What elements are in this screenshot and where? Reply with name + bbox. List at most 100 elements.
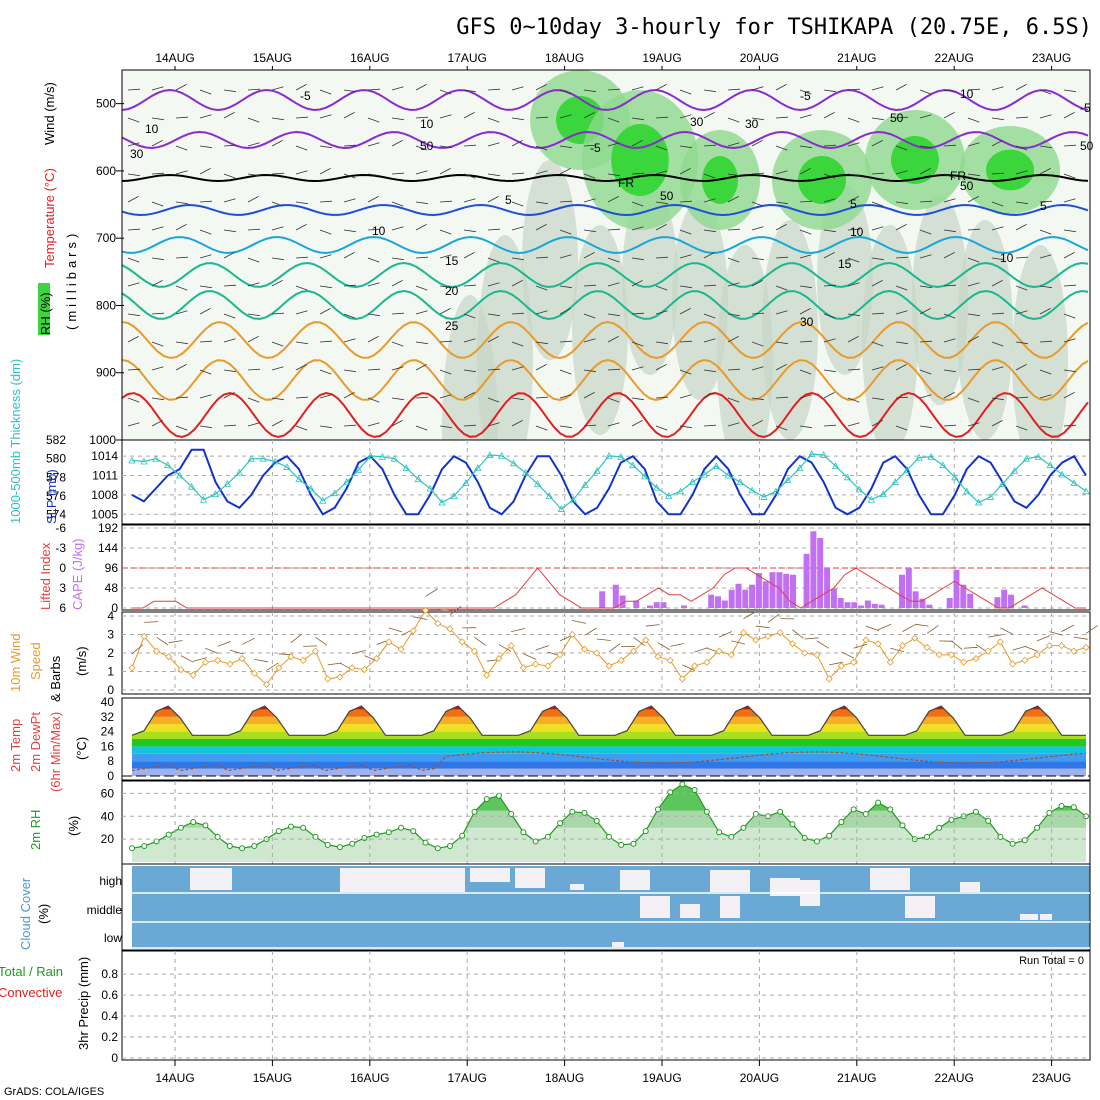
wind-barb xyxy=(463,144,477,147)
wind-barb xyxy=(1039,254,1052,259)
rh2m-point xyxy=(373,831,380,838)
wind-barb xyxy=(823,252,835,259)
wind-barb xyxy=(1039,425,1052,429)
date-label-bottom: 15AUG xyxy=(253,1071,292,1085)
cape-tick-label: 144 xyxy=(98,541,118,555)
wind-barb xyxy=(991,312,1005,315)
wind-barb xyxy=(751,420,763,427)
rh-contour-label: 10 xyxy=(960,87,974,101)
wind-barb xyxy=(847,313,860,317)
wind-barb xyxy=(295,310,308,315)
wind-barb xyxy=(319,114,332,119)
contour-label: -5 xyxy=(590,141,601,155)
wind-barb xyxy=(1063,144,1077,147)
wind-barb xyxy=(655,145,668,151)
rh2m-point xyxy=(606,833,612,840)
wind-barb xyxy=(895,396,909,399)
precip-convective-label: Convective xyxy=(0,985,62,1000)
wind-barb xyxy=(823,424,837,427)
wind-barb xyxy=(415,425,428,431)
wind-barb xyxy=(127,313,140,317)
cape-bar xyxy=(749,584,756,608)
wind10m-point xyxy=(825,675,833,683)
wind-barb xyxy=(175,256,189,259)
wind-barb xyxy=(343,392,355,399)
cape-bar xyxy=(946,598,953,608)
wind10m-barb xyxy=(633,636,645,646)
wind-barb xyxy=(631,117,644,121)
wind-barb xyxy=(583,252,595,259)
wind10m-point xyxy=(568,630,576,639)
wind-barb xyxy=(319,89,332,95)
wind10m-barb xyxy=(682,664,696,672)
cape-bar xyxy=(728,589,735,608)
thickness-point xyxy=(438,498,446,506)
rh2m-point xyxy=(214,833,221,840)
thickness-point xyxy=(366,452,375,459)
wind-barb xyxy=(151,397,164,401)
wind-barb xyxy=(391,86,404,91)
thickness-line xyxy=(131,453,1087,510)
wind-barb xyxy=(727,282,740,287)
wind10m-barb xyxy=(829,661,843,666)
rh2m-point xyxy=(361,835,368,841)
thickness-point xyxy=(295,475,303,483)
wind-barb xyxy=(199,254,212,259)
wind-barb xyxy=(823,112,835,119)
rh2m-point xyxy=(288,823,294,830)
wind10m-point xyxy=(788,640,797,648)
wind10m-barb xyxy=(963,646,978,649)
wind10m-point xyxy=(996,638,1004,646)
wind-barb xyxy=(439,369,452,375)
thickness-point xyxy=(879,490,887,498)
wind-barb xyxy=(991,280,1003,287)
cape-bar xyxy=(864,600,871,608)
cape-bar xyxy=(926,604,933,608)
cape-bar xyxy=(899,574,905,608)
rh2m-ylabel: 2m RH xyxy=(28,810,43,850)
wind10m-point xyxy=(1033,651,1041,659)
wind-barb xyxy=(127,368,141,371)
wind10m-point xyxy=(507,642,515,650)
wind-barb xyxy=(463,198,476,203)
wind-barb xyxy=(319,394,332,399)
rh2m-point xyxy=(1070,804,1077,811)
wind-barb xyxy=(1015,84,1027,91)
wind-barb xyxy=(631,257,644,261)
wind-barb xyxy=(919,254,932,259)
rh-moist-column xyxy=(817,185,873,375)
cape-tick-label: 0 xyxy=(111,601,118,615)
rh2m-point xyxy=(875,799,882,806)
cape-bar xyxy=(742,589,749,608)
thickness-point xyxy=(271,457,279,465)
wind-barb xyxy=(175,84,187,91)
li-tick-label: 3 xyxy=(59,581,66,595)
wind-barb xyxy=(631,201,644,207)
wind-barb xyxy=(367,173,380,177)
rh2m-point xyxy=(667,789,674,796)
wind10m-point xyxy=(654,653,662,661)
wind-barb xyxy=(919,200,933,203)
wind-barb xyxy=(559,200,573,203)
wind-barb xyxy=(967,257,980,263)
wind-barb xyxy=(703,89,716,93)
wind-barb xyxy=(295,116,309,119)
wind-barb xyxy=(583,198,596,203)
wind-barb xyxy=(607,336,619,343)
date-label-bottom: 17AUG xyxy=(448,1071,487,1085)
wind-barb xyxy=(343,313,356,319)
wind10m-point xyxy=(703,658,711,666)
wind10m-barb xyxy=(816,640,830,649)
wind-barb xyxy=(271,420,283,427)
rh2m-point xyxy=(972,808,979,815)
wind-barb xyxy=(463,173,476,179)
wind-barb xyxy=(919,425,932,429)
wind-barb xyxy=(511,226,524,231)
wind-barb xyxy=(247,282,260,287)
isotherm-line xyxy=(121,261,1089,289)
wind-barb xyxy=(199,285,212,289)
wind10m-barb xyxy=(254,658,269,663)
wind-barb xyxy=(703,424,717,427)
wind-barb xyxy=(895,116,909,119)
